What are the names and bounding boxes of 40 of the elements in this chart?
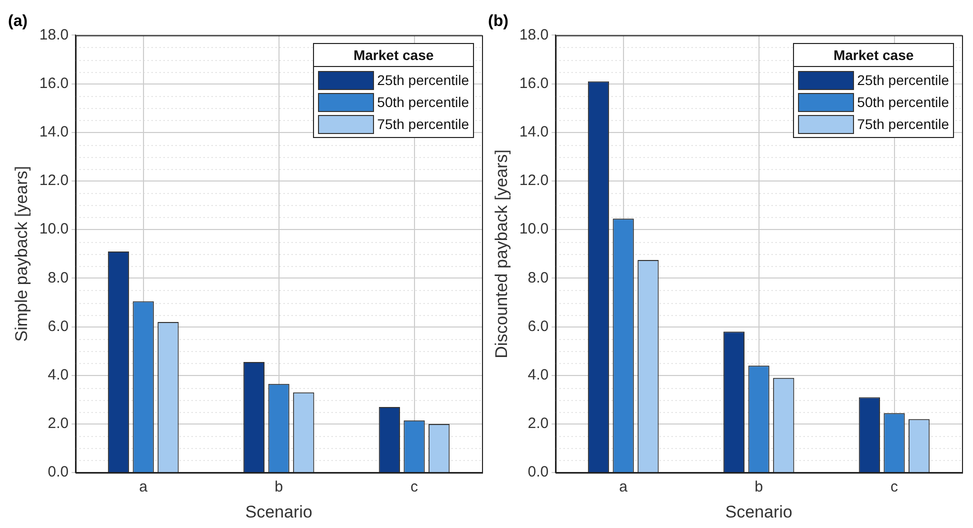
chart-title: (a): [8, 13, 28, 30]
x-axis-title: Scenario: [725, 502, 792, 522]
x-tick-label: b: [754, 478, 763, 496]
y-tick-label: 0.0: [528, 464, 549, 481]
legend-title: Market case: [794, 44, 953, 68]
x-tick-label: c: [890, 478, 899, 496]
y-tick-label: 4.0: [528, 366, 549, 384]
y-tick-label: 12.0: [519, 172, 549, 190]
legend-label: 75th percentile: [857, 116, 949, 132]
y-tick-label: 6.0: [528, 318, 549, 335]
y-tick-label: 10.0: [39, 220, 69, 238]
x-tick-label: c: [410, 478, 419, 496]
y-tick-label: 12.0: [39, 172, 69, 190]
y-tick-label: 0.0: [48, 464, 69, 481]
x-axis-title: Scenario: [245, 502, 312, 522]
y-tick-label: 2.0: [48, 415, 69, 432]
y-tick-label: 16.0: [39, 74, 69, 92]
y-tick-label: 18.0: [519, 26, 549, 44]
chart-title: (b): [488, 13, 508, 30]
y-tick-label: 14.0: [39, 124, 69, 141]
y-tick-label: 4.0: [48, 366, 69, 384]
x-tick-label: a: [619, 478, 628, 496]
y-tick-label: 8.0: [528, 269, 549, 286]
x-tick-label: a: [139, 478, 148, 496]
y-axis-title: Discounted payback [years]: [492, 149, 511, 358]
legend-title: Market case: [314, 44, 473, 68]
y-tick-label: 18.0: [39, 26, 69, 44]
legend-label: 25th percentile: [857, 72, 949, 88]
y-tick-label: 6.0: [48, 318, 69, 335]
y-axis-title: Simple payback [years]: [12, 166, 31, 342]
y-tick-label: 14.0: [519, 124, 549, 141]
y-tick-label: 2.0: [528, 415, 549, 432]
y-tick-label: 8.0: [48, 269, 69, 286]
legend-label: 25th percentile: [377, 72, 469, 88]
legend-label: 50th percentile: [857, 94, 949, 110]
legend-label: 50th percentile: [377, 94, 469, 110]
y-tick-label: 16.0: [519, 74, 549, 92]
x-tick-label: b: [274, 478, 283, 496]
legend-label: 75th percentile: [377, 116, 469, 132]
y-tick-label: 10.0: [519, 220, 549, 238]
